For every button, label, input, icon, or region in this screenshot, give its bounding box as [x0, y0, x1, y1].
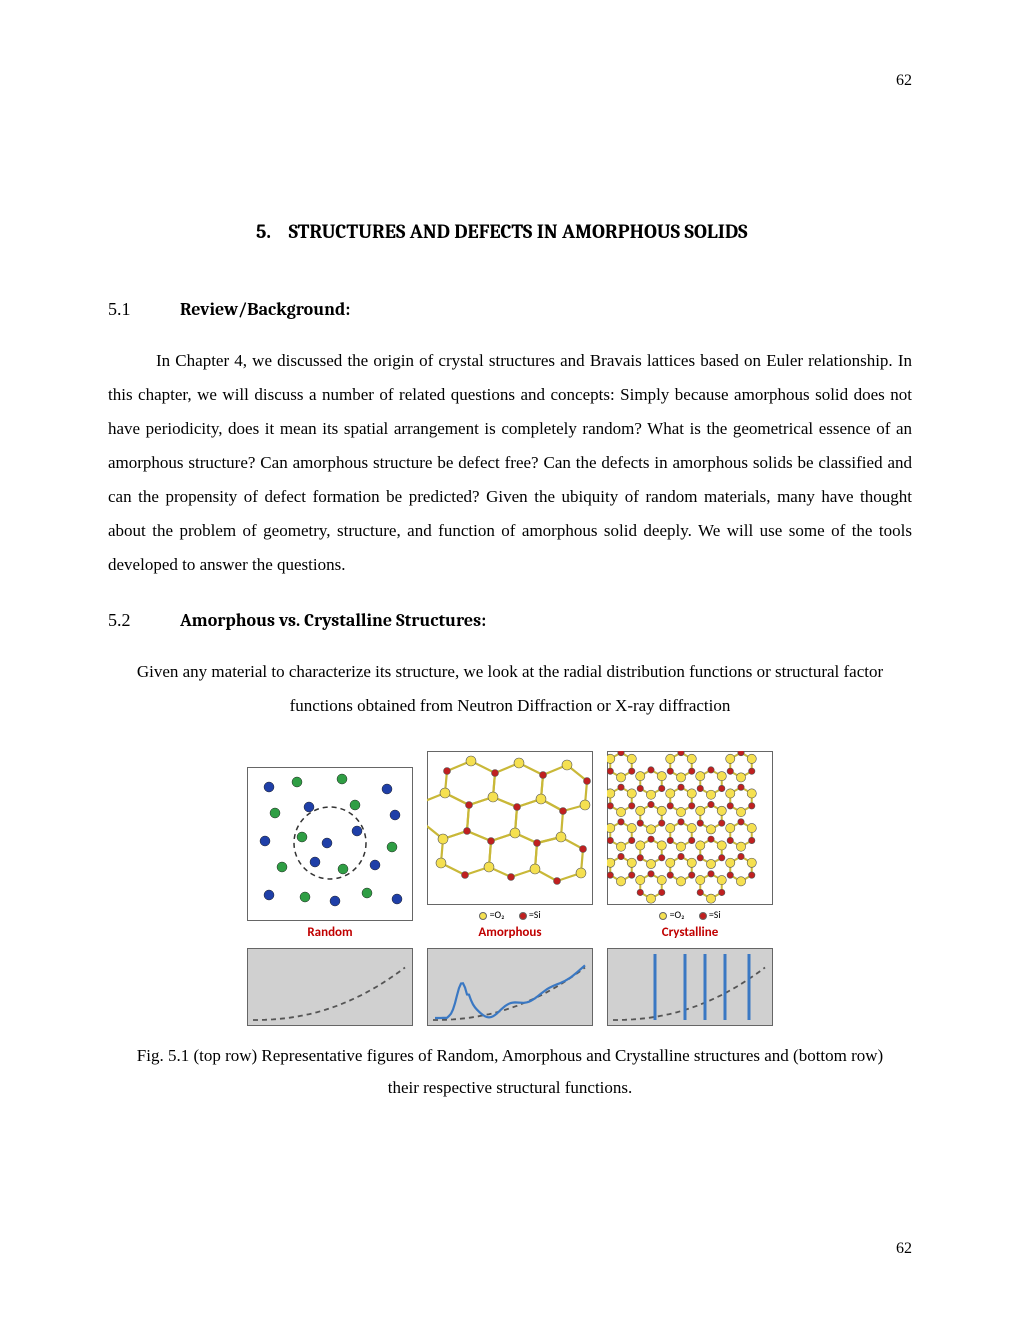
figure-5-1: Random =O₂ =Si Amorphous =O₂ =Si Crystal…	[108, 751, 912, 1105]
section-5-1-body: In Chapter 4, we discussed the origin of…	[108, 344, 912, 582]
section-5-1-title: Review/Background:	[180, 299, 350, 320]
o2-dot-icon	[659, 912, 667, 920]
page-number-top: 62	[896, 72, 912, 90]
amorphous-function-svg	[427, 948, 593, 1026]
amorphous-legend-o2: =O₂	[490, 908, 505, 921]
crystalline-function-svg	[607, 948, 773, 1026]
section-5-2-number: 5.2	[108, 610, 180, 631]
random-label: Random	[307, 925, 352, 940]
random-panel: Random	[247, 767, 413, 942]
section-5-1-number: 5.1	[108, 299, 180, 320]
figure-top-row: Random =O₂ =Si Amorphous =O₂ =Si Crystal…	[247, 751, 773, 942]
crystalline-legend-si: =Si	[709, 908, 721, 921]
amorphous-legend: =O₂ =Si	[479, 908, 540, 921]
si-dot-icon	[699, 912, 707, 920]
chapter-heading: 5. STRUCTURES AND DEFECTS IN AMORPHOUS S…	[256, 220, 912, 243]
amorphous-structure-svg	[427, 751, 593, 905]
amorphous-panel: =O₂ =Si Amorphous	[427, 751, 593, 942]
crystalline-legend: =O₂ =Si	[659, 908, 720, 921]
chapter-number: 5.	[256, 220, 271, 243]
section-5-2-header: 5.2 Amorphous vs. Crystalline Structures…	[108, 610, 912, 631]
crystalline-structure-svg	[607, 751, 773, 905]
random-structure-svg	[247, 767, 413, 921]
amorphous-legend-si: =Si	[529, 908, 541, 921]
random-function-svg	[247, 948, 413, 1026]
amorphous-label: Amorphous	[478, 925, 541, 940]
o2-dot-icon	[479, 912, 487, 920]
chapter-title-text: STRUCTURES AND DEFECTS IN AMORPHOUS SOLI…	[289, 220, 748, 243]
page-number-bottom: 62	[896, 1240, 912, 1258]
section-5-1-header: 5.1 Review/Background:	[108, 299, 912, 320]
section-5-2-body: Given any material to characterize its s…	[108, 655, 912, 723]
figure-5-1-caption: Fig. 5.1 (top row) Representative figure…	[130, 1040, 890, 1105]
section-5-2-title: Amorphous vs. Crystalline Structures:	[180, 610, 486, 631]
si-dot-icon	[519, 912, 527, 920]
figure-bottom-row	[247, 948, 773, 1026]
crystalline-panel: =O₂ =Si Crystalline	[607, 751, 773, 942]
crystalline-legend-o2: =O₂	[670, 908, 685, 921]
crystalline-label: Crystalline	[662, 925, 719, 940]
